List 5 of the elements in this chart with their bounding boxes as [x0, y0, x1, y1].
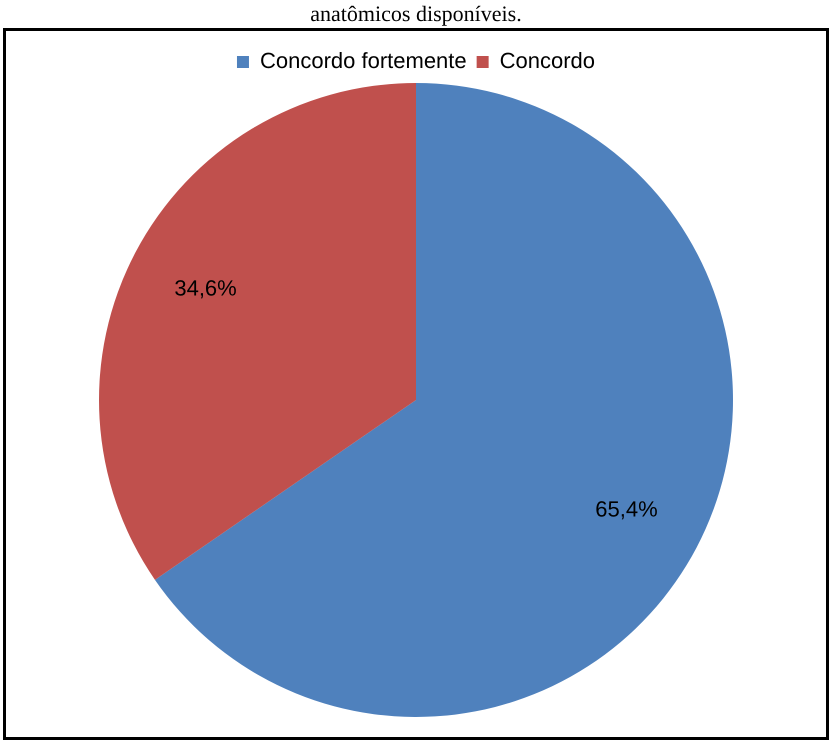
chart-title: anatômicos disponíveis.	[309, 0, 523, 28]
legend-label: Concordo fortemente	[260, 48, 467, 74]
legend-label: Concordo	[500, 48, 596, 74]
data-label: 65,4%	[595, 496, 658, 522]
data-label: 34,6%	[174, 275, 237, 300]
